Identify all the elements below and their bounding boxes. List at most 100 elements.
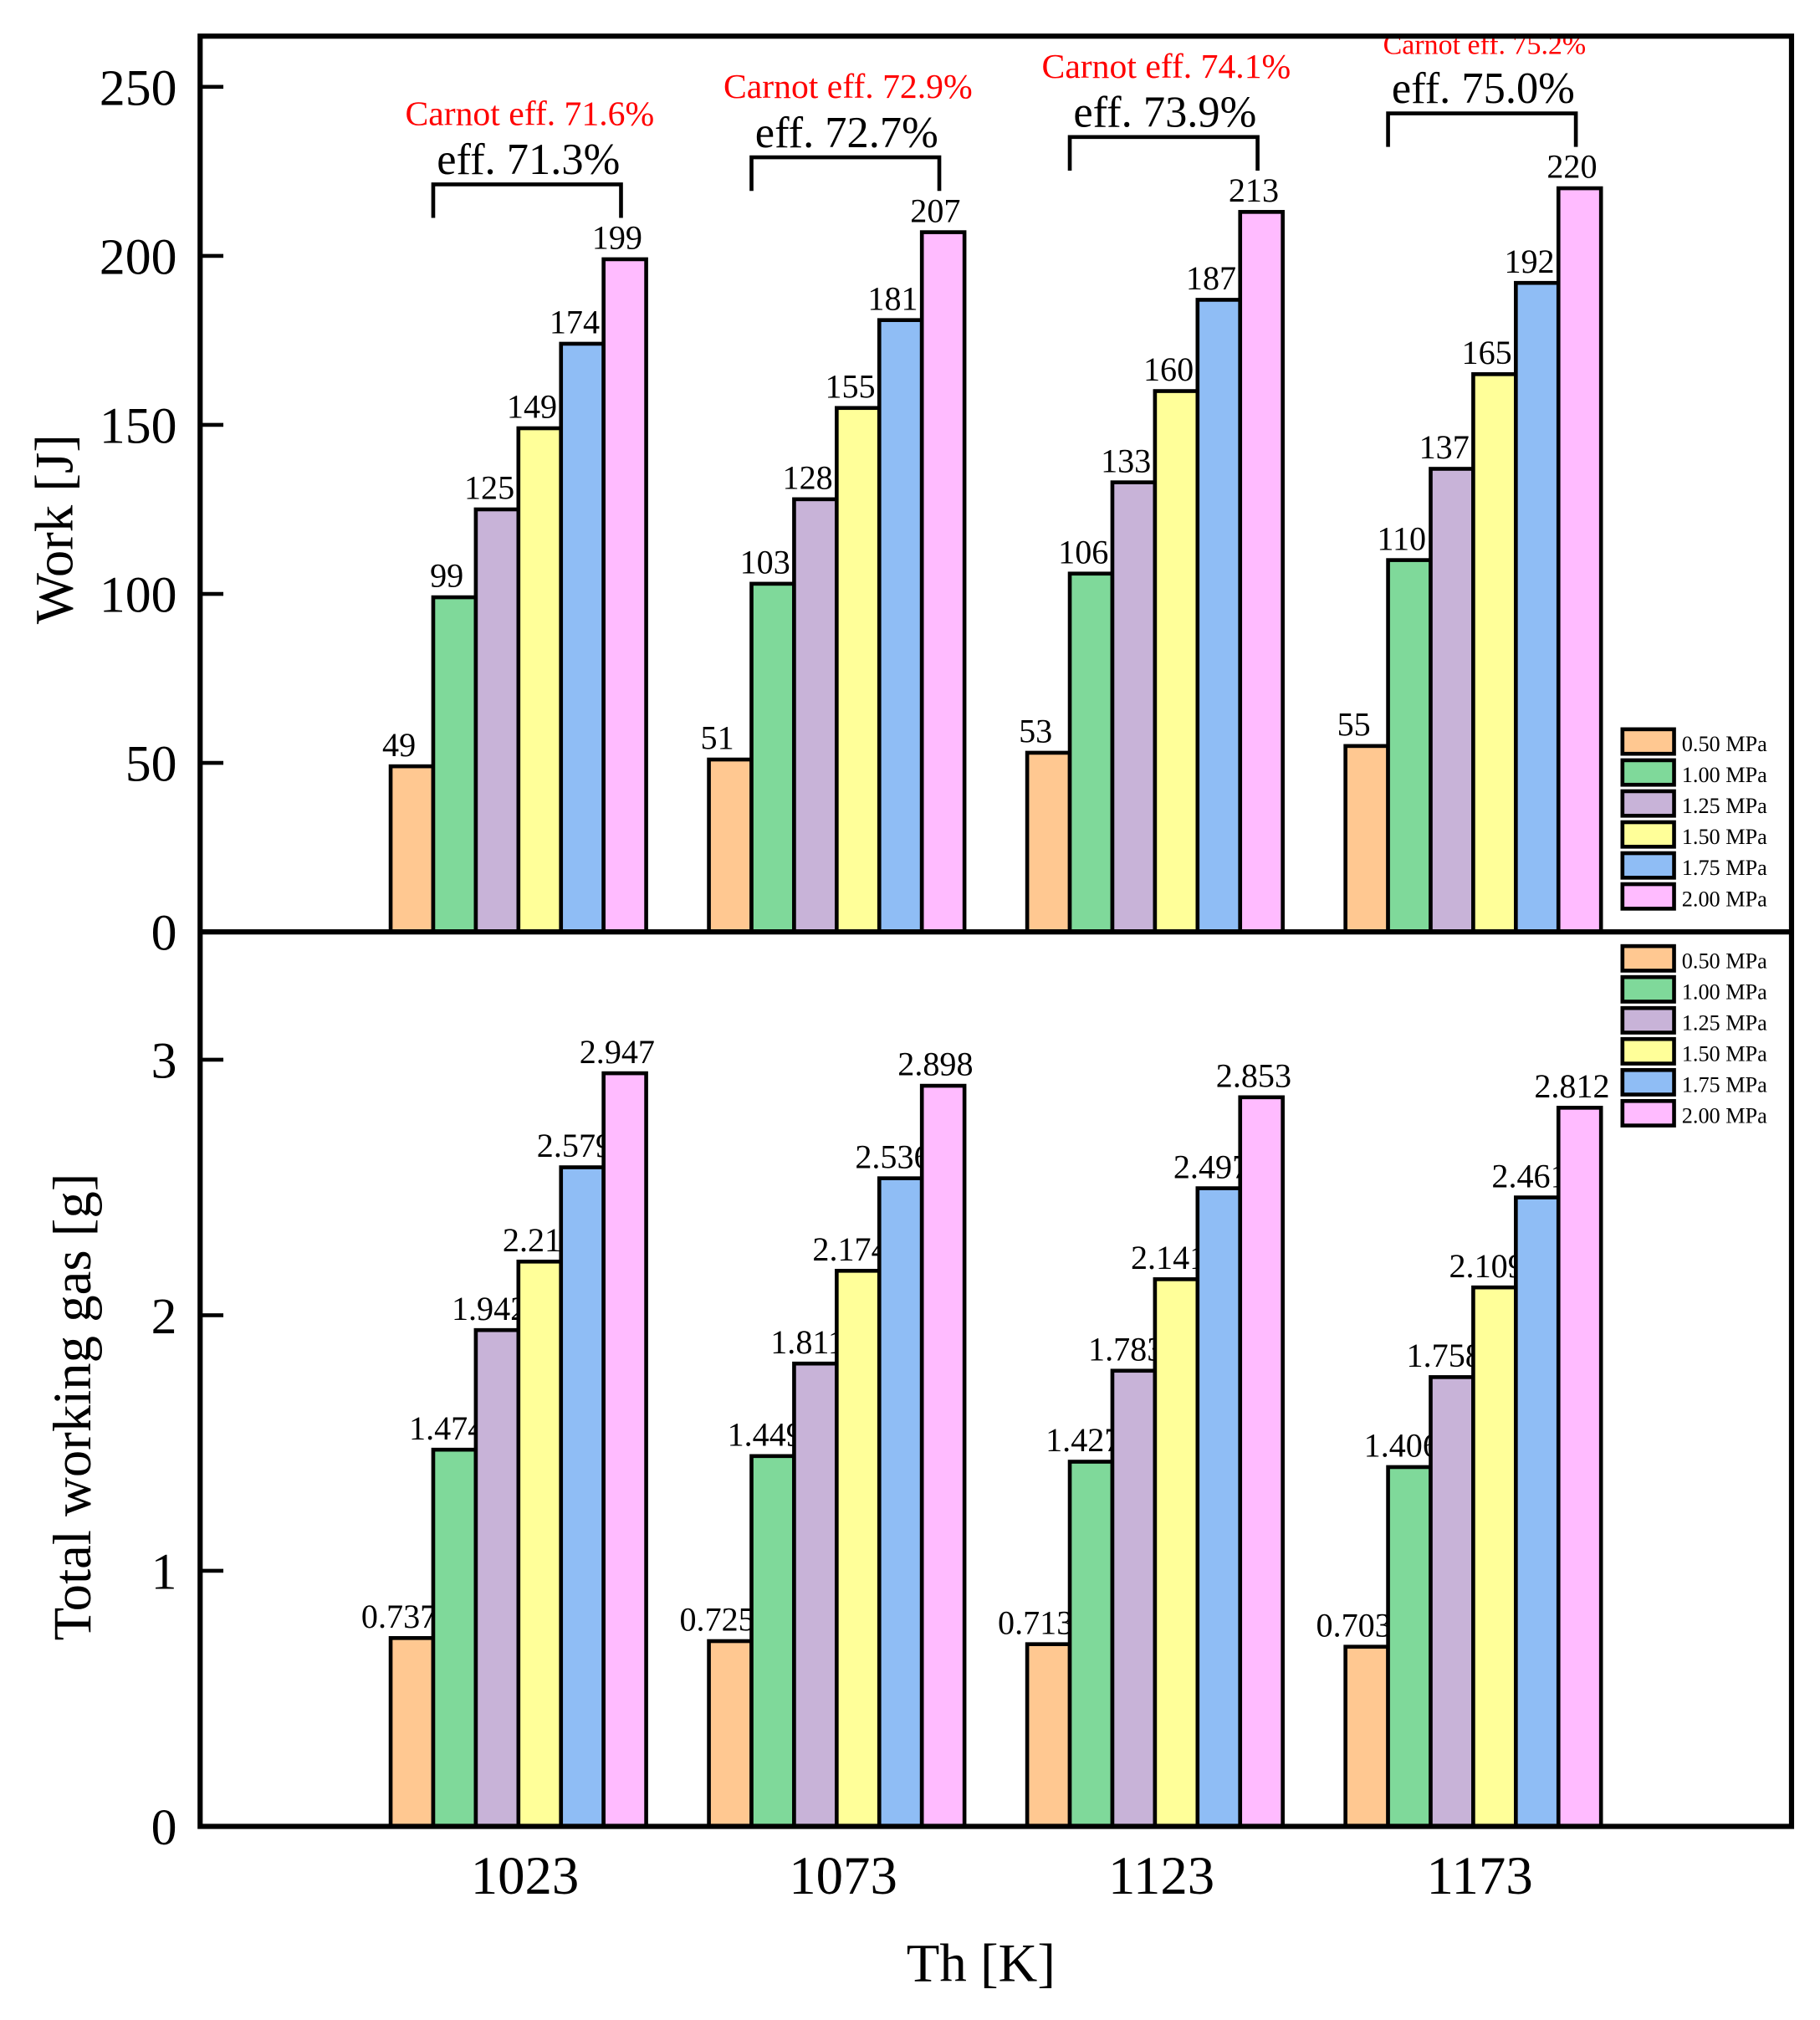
- bar-value-label: 2.898: [897, 1046, 973, 1083]
- bar-value-label: 192: [1504, 243, 1554, 280]
- x-tick-label: 1173: [1427, 1846, 1533, 1906]
- y-tick-label: 150: [100, 398, 177, 455]
- efficiency-label: eff. 71.3%: [437, 136, 620, 184]
- bar: [1238, 210, 1285, 934]
- bar-value-label: 49: [382, 726, 416, 764]
- bar: [1025, 750, 1072, 934]
- bar-value-label: 155: [825, 367, 875, 405]
- y-tick-label: 50: [125, 736, 177, 793]
- bar-value-label: 2.461: [1491, 1157, 1567, 1194]
- bar-value-label: 128: [783, 459, 833, 497]
- bar-value-label: 199: [592, 219, 642, 257]
- bar: [1153, 389, 1200, 934]
- efficiency-label: eff. 73.9%: [1073, 89, 1256, 137]
- legend-swatch: [1620, 789, 1676, 818]
- legend-swatch: [1620, 727, 1676, 756]
- bar-value-label: 2.812: [1534, 1067, 1609, 1105]
- bar: [1067, 571, 1115, 934]
- bar-value-label: 103: [740, 544, 790, 581]
- legend-swatch: [1620, 1005, 1676, 1035]
- bar: [877, 318, 924, 934]
- legend-swatch: [1620, 758, 1676, 787]
- bar-value-label: 1.811: [770, 1323, 845, 1361]
- legend-label: 1.75 MPa: [1682, 1072, 1767, 1097]
- bar-value-label: 0.737: [361, 1598, 437, 1635]
- legend-swatch: [1620, 944, 1676, 973]
- efficiency-bracket: [431, 182, 623, 218]
- bar: [516, 426, 564, 934]
- bar: [835, 1268, 882, 1828]
- bar-value-label: 160: [1143, 350, 1194, 388]
- legend-label: 2.00 MPa: [1682, 887, 1767, 911]
- y-axis-label-work: Work [J]: [25, 434, 85, 624]
- legend-swatch: [1620, 974, 1676, 1004]
- bar-value-label: 99: [430, 557, 463, 595]
- legend-label: 1.25 MPa: [1682, 1010, 1767, 1035]
- bar-value-label: 213: [1229, 171, 1279, 209]
- bar-value-label: 53: [1019, 713, 1052, 750]
- legend-label: 1.75 MPa: [1682, 856, 1767, 880]
- bar-value-label: 207: [910, 192, 960, 229]
- y-tick-label: 0: [151, 905, 177, 962]
- bar-value-label: 0.703: [1316, 1606, 1392, 1644]
- carnot-efficiency-label: Carnot eff. 71.6%: [405, 95, 654, 133]
- legend-label: 1.00 MPa: [1682, 979, 1767, 1004]
- bar: [919, 230, 967, 934]
- efficiency-bracket: [1067, 135, 1260, 171]
- bar: [559, 341, 606, 934]
- bar: [516, 1259, 564, 1828]
- efficiency-label: eff. 72.7%: [755, 109, 938, 157]
- bar: [388, 1636, 436, 1828]
- legend-swatch: [1620, 1036, 1676, 1066]
- bar-value-label: 1.474: [409, 1409, 484, 1447]
- bar-value-label: 2.141: [1131, 1239, 1206, 1276]
- bar-value-label: 110: [1377, 519, 1426, 557]
- bar-value-label: 2.947: [580, 1033, 655, 1071]
- bar: [835, 406, 882, 934]
- efficiency-label: eff. 75.0%: [1392, 64, 1575, 113]
- bar: [1067, 1460, 1115, 1828]
- legend-swatch: [1620, 851, 1676, 880]
- y-tick-label: 250: [100, 59, 177, 116]
- legend-label: 1.50 MPa: [1682, 1041, 1767, 1066]
- bar-value-label: 174: [550, 304, 600, 341]
- efficiency-bracket: [749, 155, 942, 192]
- bar: [1195, 1186, 1243, 1828]
- bar: [559, 1165, 606, 1828]
- bar: [601, 1071, 648, 1828]
- bar-value-label: 0.713: [998, 1603, 1073, 1641]
- bar: [1556, 186, 1603, 934]
- carnot-efficiency-label: Carnot eff. 72.9%: [723, 68, 973, 106]
- bar-value-label: 1.449: [728, 1415, 803, 1453]
- bar: [473, 507, 521, 934]
- bar-value-label: 2.21: [503, 1221, 561, 1259]
- bar-value-label: 220: [1546, 148, 1597, 186]
- bar: [1514, 280, 1561, 934]
- bar: [1429, 1375, 1475, 1828]
- bar-value-label: 2.497: [1173, 1148, 1249, 1185]
- bar-value-label: 2.109: [1449, 1247, 1525, 1285]
- x-axis-label: Th [K]: [907, 1934, 1056, 1994]
- x-tick-label: 1123: [1108, 1846, 1214, 1906]
- bar: [431, 1447, 478, 1828]
- bar: [1429, 467, 1475, 934]
- y-tick-label: 3: [151, 1033, 177, 1090]
- bar-value-label: 165: [1462, 334, 1512, 371]
- bar: [919, 1083, 967, 1828]
- legend-label: 0.50 MPa: [1682, 949, 1767, 973]
- bar: [1110, 480, 1158, 934]
- bar-value-label: 133: [1101, 442, 1151, 479]
- bar: [1110, 1368, 1158, 1828]
- bar: [1471, 1285, 1518, 1828]
- bar-value-label: 2.579: [537, 1127, 612, 1164]
- bar: [473, 1327, 521, 1828]
- carnot-efficiency-label: Carnot eff. 74.1%: [1042, 48, 1291, 86]
- bar: [431, 595, 478, 934]
- y-tick-label: 2: [151, 1288, 177, 1345]
- bar: [1343, 1644, 1390, 1828]
- y-tick-label: 1: [151, 1544, 177, 1601]
- bar: [792, 1361, 839, 1828]
- bar-value-label: 0.725: [679, 1601, 754, 1639]
- bar-value-label: 1.758: [1407, 1337, 1482, 1374]
- bar-value-label: 2.536: [855, 1138, 930, 1175]
